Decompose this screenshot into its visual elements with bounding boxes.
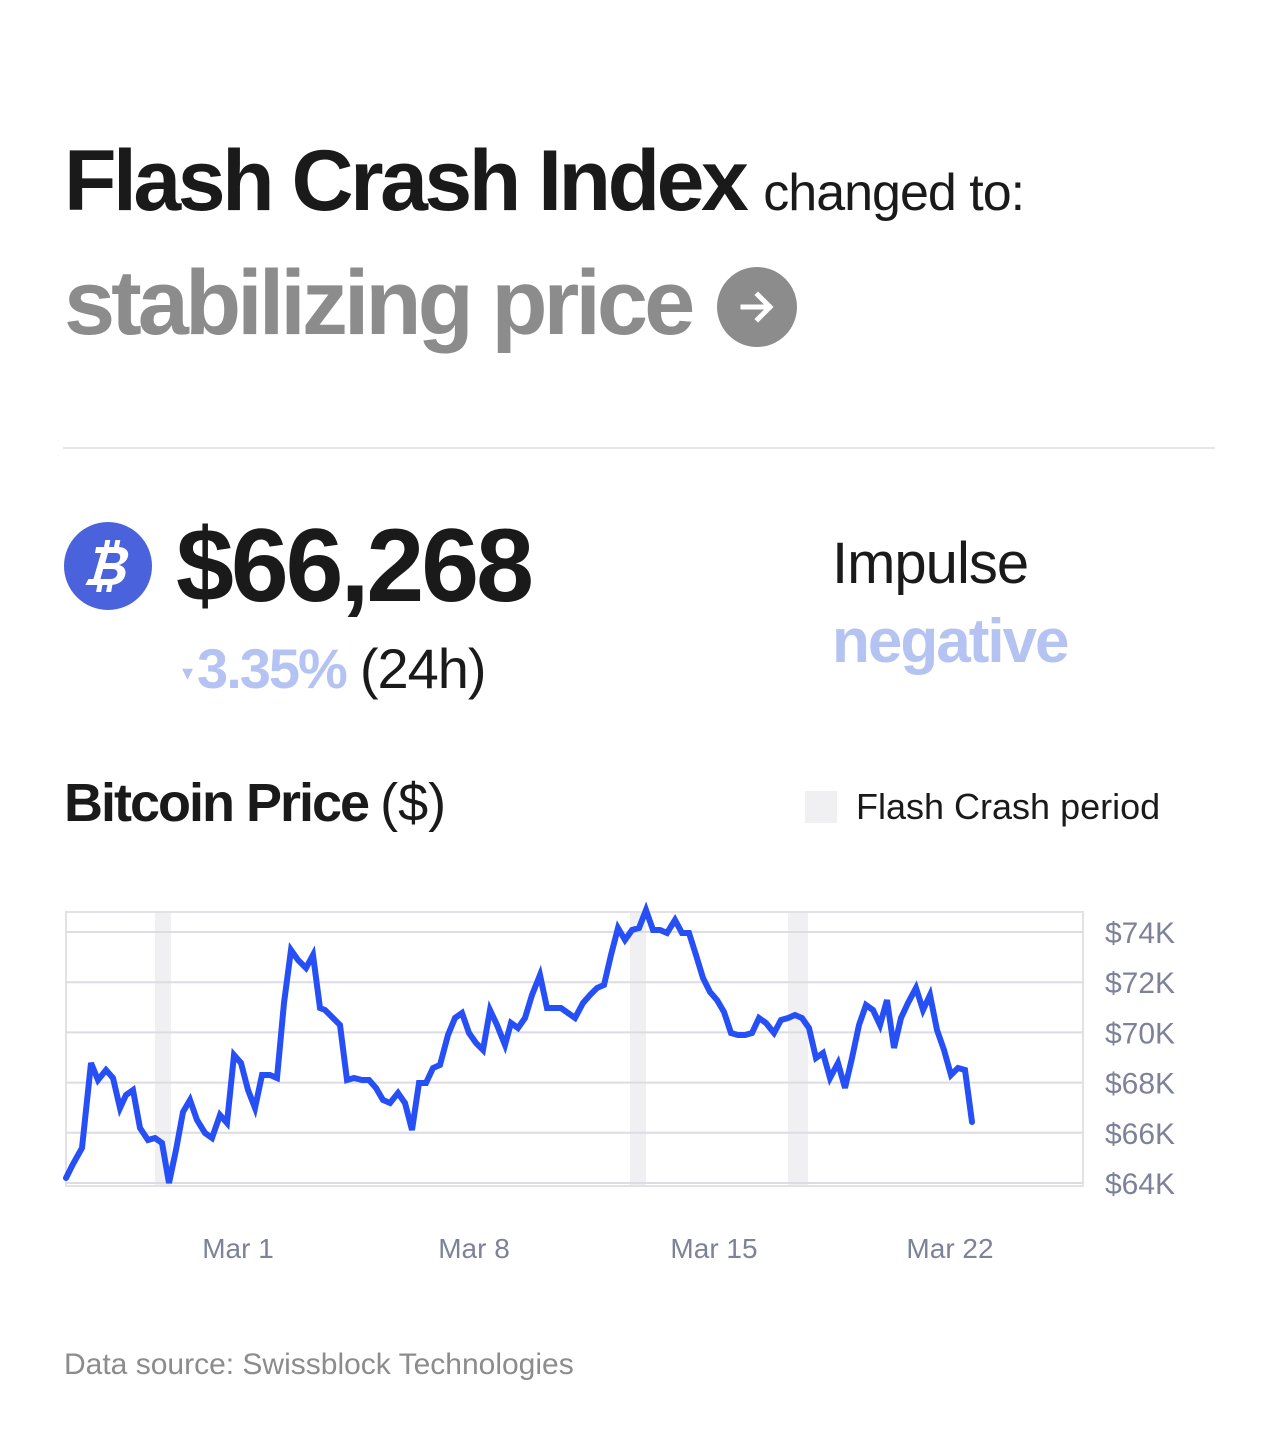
bitcoin-price-chart: $64K$66K$68K$70K$72K$74K Mar 1 Mar 8 Mar 1… xyxy=(63,901,1175,1264)
chart-title-unit: ($) xyxy=(380,773,447,833)
x-tick-label: Mar 22 xyxy=(906,1233,993,1264)
chart-gridlines xyxy=(65,911,1084,1187)
price-change: ▾ 3.35% (24h) xyxy=(182,636,487,701)
bitcoin-glyph-icon xyxy=(85,540,129,592)
impulse-label: Impulse xyxy=(832,531,1029,596)
change-period: (24h) xyxy=(359,637,487,700)
x-tick-label: Mar 8 xyxy=(438,1233,510,1264)
x-axis-labels: Mar 1 Mar 8 Mar 15 Mar 22 xyxy=(202,1233,993,1264)
data-source: Data source: Swissblock Technologies xyxy=(64,1348,574,1381)
index-title: Flash Crash Index xyxy=(64,133,749,229)
x-tick-label: Mar 15 xyxy=(670,1233,757,1264)
flash-crash-band xyxy=(788,912,808,1186)
flash-crash-bands xyxy=(155,912,808,1186)
headline: Flash Crash Index changed to: xyxy=(64,132,1025,231)
triangle-down-icon: ▾ xyxy=(182,660,194,685)
y-tick-label: $64K xyxy=(1105,1168,1175,1201)
section-divider xyxy=(63,447,1215,449)
arrow-right-icon xyxy=(740,291,774,323)
chart-frame xyxy=(65,911,1084,1187)
index-subtitle: changed to: xyxy=(763,164,1025,222)
current-price: $66,268 xyxy=(176,508,534,624)
legend-label: Flash Crash period xyxy=(856,786,1161,827)
arrow-right-circle-icon[interactable] xyxy=(717,267,798,347)
x-tick-label: Mar 1 xyxy=(202,1233,274,1264)
y-tick-label: $68K xyxy=(1105,1068,1175,1101)
impulse-value: negative xyxy=(832,607,1070,676)
flash-crash-band xyxy=(630,912,646,1186)
bitcoin-icon xyxy=(64,522,152,610)
y-tick-label: $66K xyxy=(1105,1118,1175,1151)
y-axis-labels: $64K $66K $68K $70K $72K $74K xyxy=(1105,917,1175,1201)
y-tick-label: $74K xyxy=(1105,917,1175,950)
chart-legend: Flash Crash period xyxy=(805,786,1160,828)
change-percent: 3.35% xyxy=(197,637,348,700)
price-line xyxy=(63,901,975,1184)
chart-title: Bitcoin Price ($) xyxy=(64,772,446,834)
status-value: stabilizing price xyxy=(64,252,695,354)
chart-title-main: Bitcoin Price xyxy=(64,773,370,833)
legend-swatch-flash-crash xyxy=(805,791,837,823)
flash-crash-band xyxy=(155,912,171,1186)
y-tick-label: $70K xyxy=(1105,1017,1175,1050)
index-status: stabilizing price xyxy=(64,248,798,358)
y-tick-label: $72K xyxy=(1105,967,1175,1000)
